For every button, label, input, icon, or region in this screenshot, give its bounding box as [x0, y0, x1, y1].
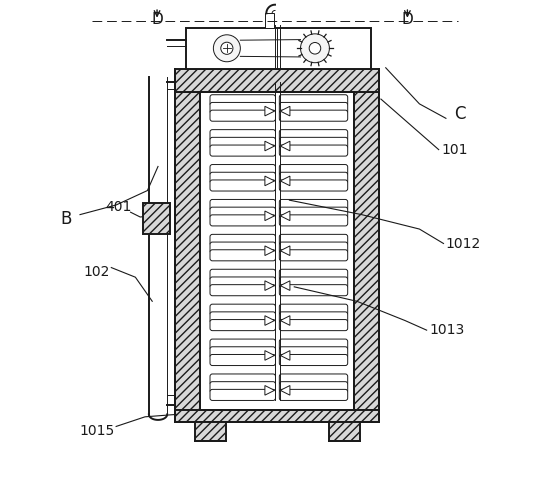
FancyBboxPatch shape	[279, 180, 348, 191]
FancyBboxPatch shape	[279, 137, 348, 149]
Polygon shape	[265, 176, 274, 186]
Polygon shape	[280, 316, 290, 325]
FancyBboxPatch shape	[210, 165, 276, 176]
FancyBboxPatch shape	[279, 374, 348, 385]
Polygon shape	[280, 141, 290, 151]
Polygon shape	[265, 316, 274, 325]
Polygon shape	[280, 176, 290, 186]
Polygon shape	[280, 246, 290, 256]
FancyBboxPatch shape	[210, 180, 276, 191]
FancyBboxPatch shape	[210, 312, 276, 323]
FancyBboxPatch shape	[279, 312, 348, 323]
FancyBboxPatch shape	[210, 269, 276, 281]
FancyBboxPatch shape	[279, 304, 348, 315]
Circle shape	[221, 42, 233, 55]
FancyBboxPatch shape	[210, 110, 276, 121]
FancyBboxPatch shape	[210, 172, 276, 183]
Text: 1012: 1012	[446, 237, 481, 250]
FancyBboxPatch shape	[279, 285, 348, 296]
FancyBboxPatch shape	[210, 234, 276, 245]
FancyBboxPatch shape	[210, 130, 276, 141]
FancyBboxPatch shape	[279, 165, 348, 176]
Polygon shape	[280, 351, 290, 360]
Bar	[175, 410, 380, 422]
FancyBboxPatch shape	[210, 355, 276, 366]
Text: 401: 401	[106, 200, 131, 214]
Polygon shape	[265, 106, 274, 116]
FancyBboxPatch shape	[279, 277, 348, 288]
FancyBboxPatch shape	[279, 110, 348, 121]
FancyBboxPatch shape	[210, 145, 276, 156]
Bar	[265, 13, 274, 28]
Polygon shape	[265, 386, 274, 395]
FancyBboxPatch shape	[210, 319, 276, 331]
Bar	[175, 69, 380, 92]
Polygon shape	[265, 246, 274, 256]
FancyBboxPatch shape	[279, 145, 348, 156]
Bar	[175, 92, 200, 410]
FancyBboxPatch shape	[210, 277, 276, 288]
Polygon shape	[280, 281, 290, 290]
FancyBboxPatch shape	[279, 200, 348, 210]
FancyBboxPatch shape	[210, 242, 276, 253]
Text: C: C	[455, 105, 466, 123]
Polygon shape	[265, 141, 274, 151]
FancyBboxPatch shape	[210, 374, 276, 385]
Polygon shape	[265, 211, 274, 221]
Bar	[354, 92, 379, 410]
FancyBboxPatch shape	[279, 130, 348, 141]
Polygon shape	[280, 211, 290, 221]
FancyBboxPatch shape	[279, 102, 348, 113]
FancyBboxPatch shape	[279, 95, 348, 106]
FancyBboxPatch shape	[279, 347, 348, 358]
FancyBboxPatch shape	[210, 215, 276, 226]
FancyBboxPatch shape	[210, 95, 276, 106]
FancyBboxPatch shape	[279, 250, 348, 261]
FancyBboxPatch shape	[279, 234, 348, 245]
FancyBboxPatch shape	[210, 347, 276, 358]
Bar	[200, 92, 354, 410]
Polygon shape	[280, 106, 290, 116]
Text: B: B	[60, 210, 72, 228]
FancyBboxPatch shape	[210, 200, 276, 210]
Bar	[143, 203, 169, 234]
FancyBboxPatch shape	[279, 355, 348, 366]
FancyBboxPatch shape	[279, 215, 348, 226]
Text: D: D	[402, 12, 413, 27]
FancyBboxPatch shape	[279, 172, 348, 183]
Bar	[329, 422, 360, 441]
Circle shape	[213, 35, 240, 62]
Polygon shape	[265, 281, 274, 290]
FancyBboxPatch shape	[210, 382, 276, 393]
FancyBboxPatch shape	[279, 269, 348, 281]
Polygon shape	[265, 351, 274, 360]
FancyBboxPatch shape	[210, 102, 276, 113]
FancyBboxPatch shape	[210, 207, 276, 218]
FancyBboxPatch shape	[210, 390, 276, 400]
Text: 1015: 1015	[79, 424, 114, 438]
FancyBboxPatch shape	[210, 285, 276, 296]
FancyBboxPatch shape	[210, 304, 276, 315]
FancyBboxPatch shape	[279, 339, 348, 350]
FancyBboxPatch shape	[279, 207, 348, 218]
Circle shape	[300, 34, 329, 63]
FancyBboxPatch shape	[279, 319, 348, 331]
Bar	[186, 28, 371, 69]
FancyBboxPatch shape	[279, 382, 348, 393]
FancyBboxPatch shape	[279, 242, 348, 253]
FancyBboxPatch shape	[210, 250, 276, 261]
Text: 102: 102	[84, 265, 110, 280]
FancyBboxPatch shape	[279, 390, 348, 400]
Text: 101: 101	[441, 143, 468, 157]
Text: D: D	[151, 12, 163, 27]
Polygon shape	[280, 386, 290, 395]
FancyBboxPatch shape	[210, 137, 276, 149]
Text: 1013: 1013	[429, 323, 464, 337]
FancyBboxPatch shape	[210, 339, 276, 350]
Bar	[195, 422, 226, 441]
Circle shape	[309, 42, 321, 54]
